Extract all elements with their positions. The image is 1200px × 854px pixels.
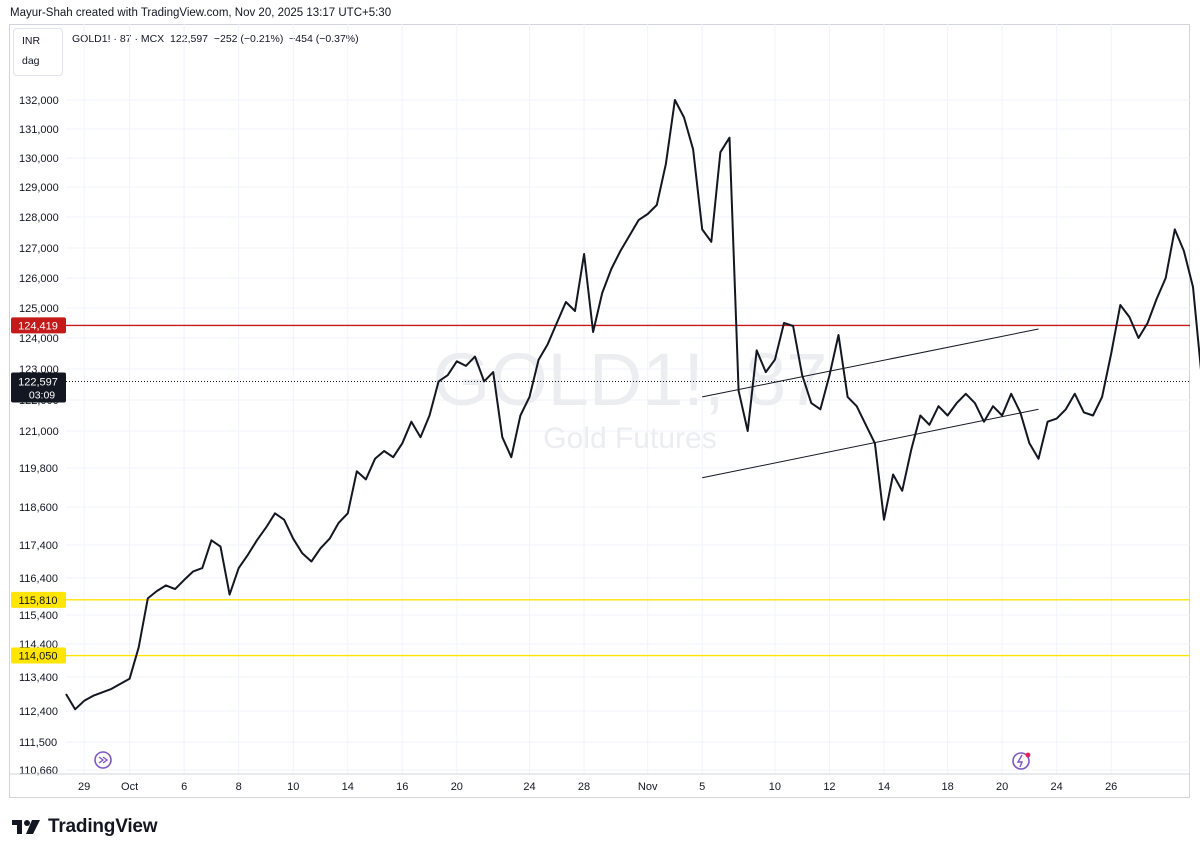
level-label-bg-0 (11, 317, 66, 334)
x-tick-label: 14 (342, 781, 354, 793)
y-tick-label: 118,600 (19, 502, 58, 514)
y-tick-label: 130,000 (19, 153, 59, 165)
interval-label: dag (22, 55, 40, 67)
footer-brand-text: TradingView (48, 816, 158, 837)
y-tick-label: 121,000 (19, 426, 59, 438)
y-tick-label: 128,000 (19, 212, 59, 224)
x-tick-label: 10 (287, 781, 299, 793)
trendline-0 (702, 328, 1039, 398)
x-tick-label: 12 (823, 781, 835, 793)
x-tick-label: 16 (396, 781, 408, 793)
x-tick-label: Nov (638, 781, 658, 793)
symbol-change: −252 (−0.21%) (213, 33, 284, 45)
chart-credit: Mayur-Shah created with TradingView.com,… (10, 7, 392, 19)
level-label-2: 114,050 (19, 651, 58, 663)
footer-brand[interactable]: TradingView (12, 816, 158, 838)
x-tick-label: Oct (121, 781, 138, 793)
y-tick-label: 125,000 (19, 303, 59, 315)
y-tick-label: 131,000 (19, 124, 59, 136)
y-tick-label: 110,660 (19, 765, 58, 777)
y-tick-label: 113,400 (19, 672, 58, 684)
last-value-label-bg (11, 372, 66, 403)
watermark-sub: Gold Futures (543, 422, 716, 455)
flash-event-icon[interactable] (1012, 752, 1031, 770)
y-tick-label: 124,000 (19, 333, 59, 345)
watermark-main: GOLD1!, 87 (433, 338, 828, 421)
symbol-legend[interactable]: GOLD1! · 87 · MCX 122,597 −252 (−0.21%) … (72, 33, 359, 45)
y-tick-label: 115,400 (19, 610, 58, 622)
symbol-last: 122,597 (170, 33, 209, 45)
level-label-bg-1 (11, 591, 66, 608)
symbol-name: GOLD1! · 87 · MCX (72, 33, 165, 45)
last-value-label: 122,597 (18, 376, 58, 388)
x-tick-label: 10 (769, 781, 781, 793)
currency-label: INR (22, 35, 41, 47)
y-tick-label: 132,000 (19, 95, 59, 107)
level-label-1: 115,810 (19, 595, 58, 607)
level-label-0: 124,419 (18, 320, 58, 332)
y-tick-label: 129,000 (19, 182, 59, 194)
last-value-countdown: 03:09 (29, 389, 55, 401)
price-series-line (65, 99, 1200, 711)
x-tick-label: 24 (1051, 781, 1063, 793)
x-tick-label: 29 (78, 781, 90, 793)
x-tick-label: 26 (1105, 781, 1117, 793)
x-tick-label: 14 (878, 781, 890, 793)
price-axis: 110,660111,500112,400113,400114,400115,4… (19, 95, 59, 777)
x-tick-label: 28 (578, 781, 590, 793)
y-tick-label: 126,000 (19, 273, 59, 285)
x-tick-label: 6 (181, 781, 187, 793)
x-tick-label: 20 (451, 781, 463, 793)
level-label-bg-2 (11, 647, 66, 664)
x-tick-label: 24 (523, 781, 535, 793)
x-tick-label: 5 (699, 781, 705, 793)
y-tick-label: 112,400 (19, 706, 58, 718)
level-lines (66, 324, 1190, 657)
goto-realtime-icon[interactable] (94, 751, 112, 769)
time-axis: 29 Oct 6 8 10 14 16 20 24 28 Nov 5 10 12 14 18 20 24 26 (9, 773, 1190, 793)
y-tick-label: 127,000 (19, 243, 59, 255)
y-tick-label: 117,400 (19, 540, 58, 552)
y-tick-label: 116,400 (19, 573, 58, 585)
y-tick-label: 111,500 (19, 737, 57, 749)
tradingview-logo-icon (12, 820, 40, 834)
currency-selector[interactable]: INR dag (13, 28, 63, 76)
y-tick-label: 119,800 (19, 463, 58, 475)
x-tick-label: 20 (996, 781, 1008, 793)
x-tick-label: 18 (941, 781, 953, 793)
chart-frame (9, 24, 1190, 798)
x-tick-label: 8 (236, 781, 242, 793)
